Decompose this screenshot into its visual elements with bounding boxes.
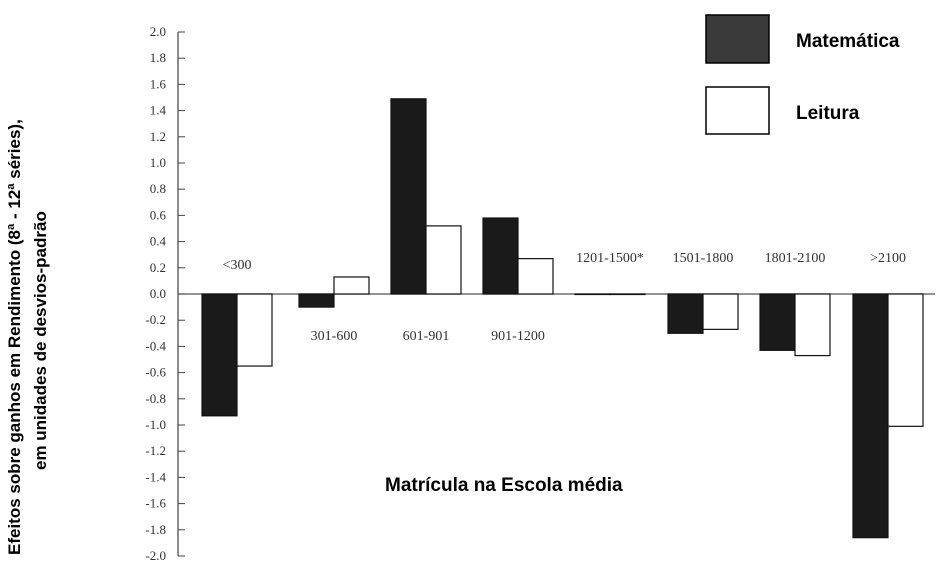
category-label: 901-1200 — [491, 329, 545, 344]
y-tick-label: -0.2 — [145, 312, 166, 327]
y-tick-label: 1.0 — [150, 155, 166, 170]
bar-matematica — [482, 217, 519, 295]
y-tick-label: -1.8 — [145, 522, 166, 537]
bar-leitura — [425, 225, 462, 295]
category-label: >2100 — [870, 251, 906, 266]
y-axis-label-line2: em unidades de desvios-padrão — [31, 211, 50, 470]
y-tick-label: 1.8 — [150, 50, 166, 65]
y-tick-label: 2.0 — [150, 24, 166, 39]
category-labels: <300 301-600 601-901 901-1200 1201-1500* 1501… — [223, 251, 906, 344]
bar-leitura — [517, 258, 554, 295]
category-label: 301-600 — [311, 329, 358, 344]
y-tick-label: 0.4 — [150, 234, 167, 249]
legend-label-matematica: Matemática — [796, 31, 900, 52]
y-axis-ticks: 2.0 1.8 1.6 1.4 1.2 1.0 0.8 0.6 0.4 0.2 0.0 -0.2 -0.… — [145, 24, 185, 563]
bar-matematica — [759, 293, 796, 351]
y-tick-label: 1.4 — [150, 103, 167, 118]
bar-leitura — [702, 293, 739, 330]
y-tick-label: -1.0 — [145, 417, 166, 432]
bar-matematica — [667, 293, 704, 334]
bar-leitura — [333, 276, 370, 295]
y-tick-label: -1.6 — [145, 496, 166, 511]
y-tick-label: -0.8 — [145, 391, 166, 406]
bar-matematica — [298, 293, 335, 308]
category-label: 1201-1500* — [576, 251, 644, 266]
y-tick-label: -1.2 — [145, 443, 166, 458]
x-axis-label: Matrícula na Escola média — [385, 475, 623, 496]
legend-swatch-leitura — [705, 86, 770, 135]
bar-leitura — [609, 293, 646, 296]
category-label: 1801-2100 — [765, 251, 826, 266]
y-tick-label: 1.6 — [150, 76, 167, 91]
y-tick-label: 1.2 — [150, 129, 166, 144]
y-tick-label: 0.8 — [150, 181, 166, 196]
category-label: 1501-1800 — [673, 251, 734, 266]
category-label: <300 — [223, 258, 252, 273]
bar-matematica — [201, 293, 238, 417]
legend-label-leitura: Leitura — [796, 103, 860, 124]
y-tick-label: -0.6 — [145, 365, 166, 380]
y-tick-label: -0.4 — [145, 338, 166, 353]
y-axis-label-line1: Efeitos sobre ganhos em Rendimento (8ª -… — [5, 119, 24, 555]
y-tick-label: 0.6 — [150, 207, 167, 222]
bar-leitura — [236, 293, 273, 367]
category-label: 601-901 — [403, 329, 450, 344]
bar-matematica — [852, 293, 889, 539]
bar-matematica — [390, 98, 427, 295]
bars — [201, 98, 924, 539]
y-tick-label: 0.0 — [150, 286, 166, 301]
y-axis-label: Efeitos sobre ganhos em Rendimento (8ª -… — [5, 119, 50, 555]
legend: Matemática Leitura — [705, 14, 900, 135]
y-tick-label: 0.2 — [150, 260, 166, 275]
legend-swatch-matematica — [705, 14, 770, 64]
y-tick-label: -2.0 — [145, 548, 166, 563]
bar-matematica — [574, 293, 611, 296]
bar-leitura — [794, 293, 831, 357]
y-tick-label: -1.4 — [145, 469, 166, 484]
bar-leitura — [887, 293, 924, 427]
